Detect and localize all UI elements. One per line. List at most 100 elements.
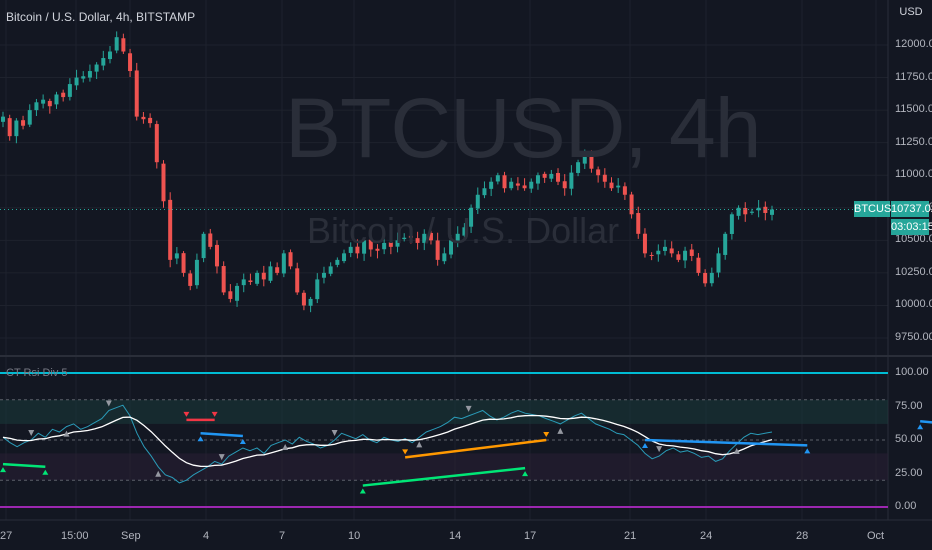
candle-body — [636, 213, 641, 234]
candle-body — [683, 250, 688, 261]
candle-body — [7, 118, 12, 137]
price-tick-label: 11000.00 — [895, 168, 932, 181]
candle-body — [161, 163, 166, 202]
candle-body — [27, 110, 32, 125]
candle-body — [549, 173, 554, 179]
candle-body — [382, 242, 387, 250]
candle-body — [168, 199, 173, 260]
candle-body — [542, 173, 547, 178]
candle-body — [749, 211, 754, 213]
candle-body — [756, 207, 761, 211]
candle-body — [669, 248, 674, 254]
candle-body — [442, 253, 447, 262]
rsi-tick-label: 50.00 — [895, 433, 923, 445]
time-tick-label: 28 — [796, 530, 809, 542]
candle-body — [649, 254, 654, 256]
divergence-marker — [183, 411, 190, 417]
candle-body — [435, 240, 440, 260]
candle-body — [402, 237, 407, 240]
pivot-marker — [557, 427, 564, 434]
candle-body — [348, 246, 353, 253]
rsi-tick-label: 75.00 — [895, 399, 923, 412]
candle-body — [47, 100, 52, 107]
currency-label[interactable]: USD — [899, 6, 923, 18]
price-tick-label: 11250.00 — [895, 135, 932, 148]
candle-body — [729, 214, 734, 234]
candle-body — [449, 240, 454, 255]
rsi-tick-label: 0.00 — [895, 500, 917, 512]
candle-body — [642, 233, 647, 254]
indicator-label[interactable]: CT Rsi Div 5 — [6, 367, 68, 379]
divergence-marker — [359, 488, 366, 494]
candle-body — [469, 207, 474, 227]
divergence-marker — [42, 469, 49, 475]
divergence-marker — [211, 411, 218, 417]
divergence-line-bullish — [644, 438, 808, 447]
candle-body — [676, 254, 681, 260]
candle-body — [489, 181, 494, 189]
candle-body — [41, 99, 46, 104]
pivot-marker — [733, 448, 740, 455]
candle-body — [321, 272, 326, 278]
chart-title: Bitcoin / U.S. Dollar, 4h, BITSTAMP — [6, 10, 196, 24]
candle-body — [54, 94, 59, 105]
candle-body — [201, 233, 206, 259]
time-tick-label: 27 — [0, 530, 13, 542]
time-tick-label: 24 — [700, 530, 713, 542]
candle-body — [709, 272, 714, 284]
candle-body — [428, 232, 433, 241]
candle-body — [576, 162, 581, 173]
candle-body — [81, 76, 86, 79]
rsi-tick-label: 100.00 — [895, 366, 929, 378]
candle-body — [522, 185, 527, 189]
candle-body — [663, 246, 668, 251]
candle-body — [495, 175, 500, 182]
candle-body — [689, 249, 694, 256]
candle-body — [736, 207, 741, 216]
candle-body — [248, 280, 253, 283]
divergence-line-bullish — [2, 462, 46, 469]
candle-body — [34, 102, 39, 111]
candle-body — [770, 209, 774, 215]
candle-body — [181, 253, 186, 273]
candle-body — [569, 172, 574, 189]
candle-body — [241, 279, 246, 286]
candle-body — [562, 181, 567, 189]
price-tick-label: 12000.00 — [895, 38, 932, 50]
rsi-overbought-band — [0, 399, 888, 424]
candle-body — [74, 77, 79, 86]
divergence-marker — [804, 448, 811, 454]
divergence-line-bullish — [362, 466, 526, 487]
candle-body — [87, 71, 92, 78]
candle-body — [703, 272, 708, 284]
candle-body — [235, 285, 240, 301]
candle-body — [622, 186, 627, 195]
candle-body — [589, 153, 594, 169]
candle-body — [629, 194, 634, 215]
pivot-marker — [155, 470, 162, 477]
candle-body — [295, 268, 300, 293]
pivot-marker — [465, 405, 472, 412]
name-watermark: Bitcoin / U.S. Dollar — [307, 210, 620, 251]
candle-body — [188, 273, 193, 286]
candle-body — [529, 181, 534, 189]
candle-body — [1, 116, 5, 122]
divergence-marker — [917, 424, 924, 430]
candle-body — [335, 259, 340, 265]
candle-body — [743, 208, 748, 215]
time-tick-label: 10 — [348, 530, 361, 542]
divergence-marker — [402, 449, 409, 455]
time-tick-label: 17 — [524, 530, 537, 542]
bar-countdown-badge: 03:03:15 — [891, 219, 932, 235]
candle-body — [61, 92, 66, 98]
time-tick-label: 15:00 — [61, 530, 89, 542]
candle-body — [275, 267, 280, 273]
candle-body — [656, 250, 661, 255]
candle-body — [582, 155, 587, 164]
price-tick-label: 10250.00 — [895, 265, 932, 278]
pivot-marker — [331, 430, 338, 436]
candle-body — [101, 58, 106, 66]
candle-body — [696, 257, 701, 273]
candle-body — [121, 38, 126, 52]
